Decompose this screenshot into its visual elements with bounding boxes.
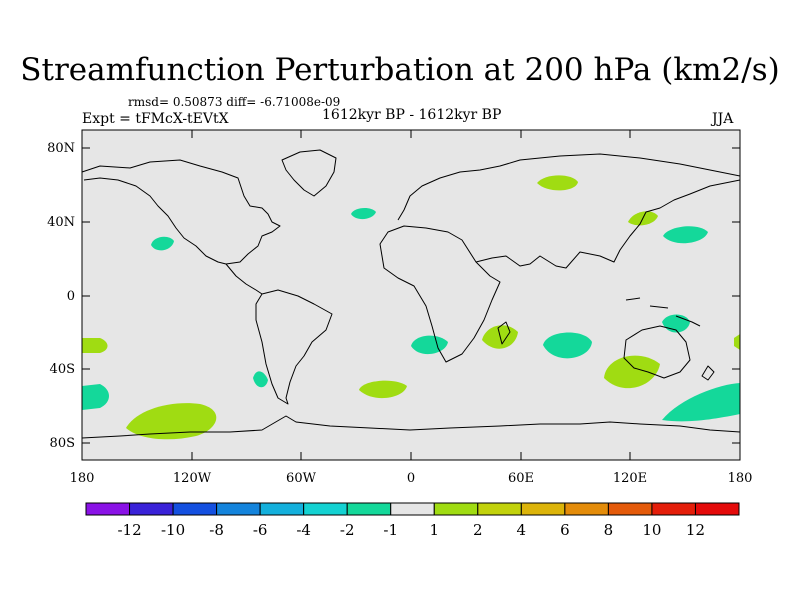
coastlines — [81, 149, 741, 439]
x-tick-label: 60W — [286, 471, 317, 486]
negative-region — [351, 208, 376, 220]
x-tick-label: 60E — [508, 471, 534, 486]
x-tick-label: 120W — [173, 471, 212, 486]
positive-region — [82, 338, 108, 353]
colorbar-label: 1 — [429, 521, 439, 539]
colorbar-label: 2 — [473, 521, 483, 539]
colorbar-label: -10 — [161, 521, 185, 539]
colorbar-swatch — [390, 502, 435, 516]
central-america-coast — [225, 263, 263, 295]
colorbar-label: 6 — [560, 521, 570, 539]
season-label: JJA — [712, 111, 734, 127]
north-america-coast — [81, 159, 281, 265]
maritime-islands — [625, 297, 701, 327]
colorbar-swatch — [346, 502, 392, 516]
period-label: 1612kyr BP - 1612kyr BP — [322, 107, 502, 123]
asia-coast — [475, 179, 741, 269]
colorbar-swatch — [129, 502, 174, 516]
colorbar-swatch — [303, 502, 348, 516]
y-tick-label: 40N — [47, 215, 75, 230]
africa-coast — [379, 225, 501, 363]
y-tick-label: 80N — [47, 141, 75, 156]
plot-title: Streamfunction Perturbation at 200 hPa (… — [20, 52, 780, 88]
colorbar-label: -1 — [383, 521, 398, 539]
colorbar-swatch — [564, 502, 609, 516]
new-zealand-coast — [701, 365, 715, 381]
colorbar-label: -2 — [340, 521, 355, 539]
colorbar-swatch — [216, 502, 261, 516]
positive-anomaly-regions — [82, 175, 740, 440]
colorbar-label: 10 — [642, 521, 661, 539]
greenland-coast — [281, 149, 337, 197]
australia-coast — [623, 325, 691, 379]
x-tick-label: 180 — [70, 471, 95, 486]
colorbar-label: -8 — [209, 521, 224, 539]
colorbar-swatch — [651, 502, 696, 516]
positive-region — [734, 334, 740, 350]
x-tick-label: 180 — [728, 471, 753, 486]
negative-region — [543, 332, 592, 359]
colorbar-swatch — [477, 502, 522, 516]
positive-region — [604, 355, 660, 389]
negative-region — [151, 236, 174, 251]
antarctica-coast — [81, 415, 741, 439]
negative-region — [662, 383, 740, 422]
axis-ticks — [81, 130, 741, 460]
negative-region — [253, 371, 268, 388]
colorbar-swatch — [172, 502, 218, 516]
colorbar-label: 8 — [604, 521, 614, 539]
colorbar-label: -4 — [296, 521, 311, 539]
colorbar-swatch — [259, 502, 305, 516]
negative-anomaly-regions — [82, 208, 740, 422]
x-tick-label: 120E — [613, 471, 647, 486]
colorbar-label: 4 — [517, 521, 527, 539]
colorbar-swatch — [85, 502, 131, 516]
y-tick-label: 40S — [50, 362, 75, 377]
madagascar-coast — [497, 321, 511, 345]
europe-coast — [397, 153, 741, 221]
positive-region — [126, 403, 217, 440]
colorbar: -12 -10 -8 -6 -4 -2 -1 1 2 4 6 8 10 12 — [85, 502, 740, 539]
colorbar-label: -6 — [253, 521, 268, 539]
negative-region — [82, 384, 109, 410]
y-tick-label: 80S — [50, 436, 75, 451]
x-tick-label: 0 — [407, 471, 415, 486]
positive-region — [359, 380, 407, 399]
stats-label: rmsd= 0.50873 diff= -6.71008e-09 — [128, 95, 341, 109]
colorbar-swatch — [433, 502, 479, 516]
south-america-coast — [255, 289, 333, 405]
colorbar-swatch — [694, 502, 740, 516]
experiment-label: Expt = tFMcX-tEVtX — [82, 111, 229, 127]
y-tick-label: 0 — [67, 289, 75, 304]
colorbar-label: 12 — [686, 521, 705, 539]
colorbar-label: -12 — [117, 521, 141, 539]
positive-region — [537, 175, 578, 191]
colorbar-swatch — [607, 502, 653, 516]
colorbar-swatch — [520, 502, 566, 516]
negative-region — [663, 226, 708, 244]
